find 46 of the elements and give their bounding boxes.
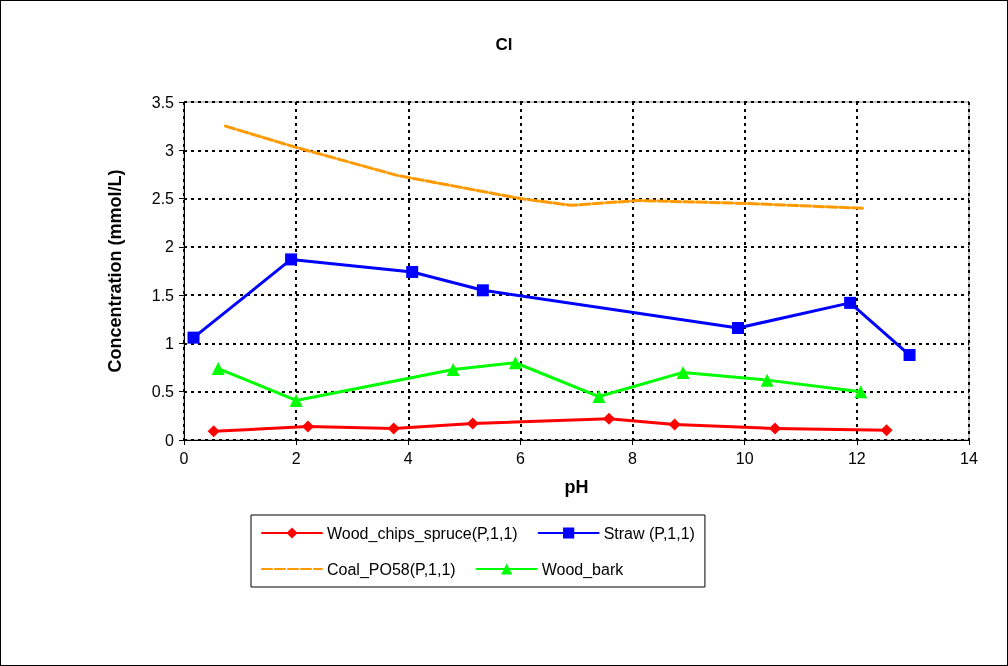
point: [466, 417, 479, 430]
x-tick-label: 6: [515, 449, 525, 467]
point: [446, 363, 460, 376]
point: [187, 331, 200, 344]
point: [285, 253, 298, 266]
x-tick-label: 2: [291, 449, 301, 467]
point: [731, 321, 744, 334]
point: [387, 422, 400, 435]
point: [207, 425, 220, 438]
point: [211, 362, 225, 376]
point: [760, 373, 774, 387]
chart-title: Cl: [495, 35, 513, 54]
x-axis-title: pH: [564, 477, 589, 497]
line-series: [223, 124, 864, 210]
x-tick-label: 14: [960, 449, 978, 467]
point: [476, 284, 489, 297]
point: [854, 385, 868, 399]
legend-label: Coal_PO58(P,1,1): [327, 560, 456, 579]
point: [880, 424, 893, 437]
y-tick-label: 3.5: [151, 93, 175, 111]
point: [844, 296, 857, 309]
y-tick-label: 2.5: [151, 190, 175, 208]
x-tick-label: 4: [403, 449, 413, 467]
x-tick-label: 12: [847, 449, 866, 467]
point: [406, 265, 419, 278]
point: [289, 393, 303, 407]
point: [676, 365, 690, 379]
legend-label: Wood_chips_spruce(P,1,1): [327, 524, 518, 543]
y-tick-label: 2: [165, 238, 175, 256]
point: [903, 349, 916, 362]
point: [768, 422, 781, 435]
y-tick-label: 0.5: [151, 383, 175, 401]
y-tick-label: 3: [165, 141, 175, 159]
y-tick-label: 1.5: [151, 286, 175, 304]
legend-label: Straw (P,1,1): [603, 524, 695, 542]
point: [668, 418, 681, 431]
point: [301, 420, 314, 433]
x-tick-label: 8: [628, 449, 638, 467]
point: [592, 390, 606, 404]
x-tick-label: 0: [179, 449, 189, 467]
y-tick-label: 0: [165, 431, 175, 449]
y-tick-label: 1: [165, 334, 175, 352]
y-axis-title: Concentration (mmol/L): [105, 169, 125, 373]
point: [508, 356, 522, 370]
legend-label: Wood_bark: [541, 560, 625, 579]
x-tick-label: 10: [735, 449, 754, 467]
